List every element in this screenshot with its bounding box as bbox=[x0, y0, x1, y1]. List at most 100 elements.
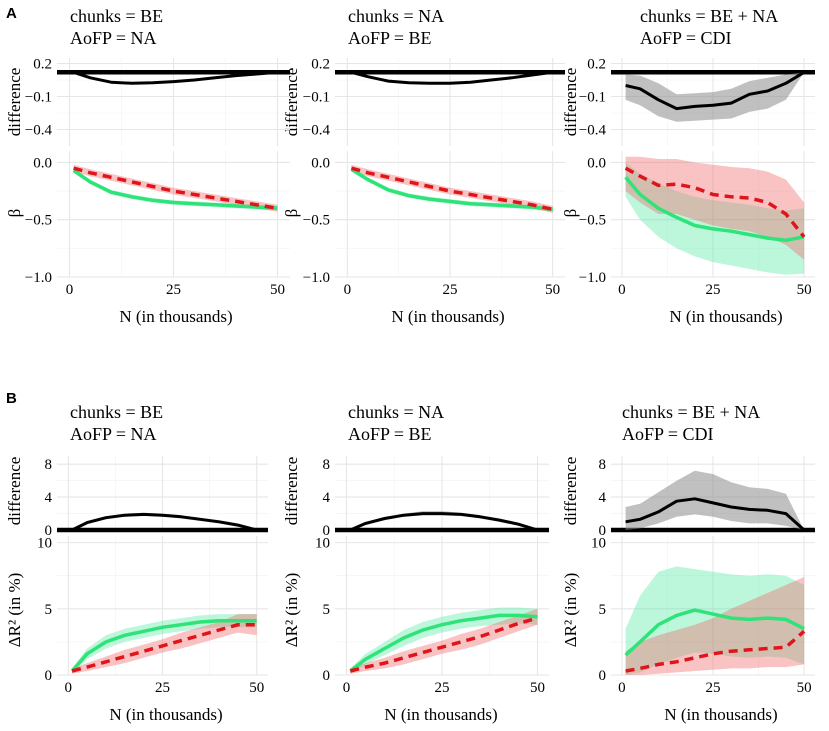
x-tick-label: 50 bbox=[270, 282, 285, 298]
difference-line bbox=[73, 70, 278, 85]
plot-a3-beta: 0.0 −0.5 −1.0 0 25 50 bbox=[579, 151, 815, 298]
xlabel-a1: N (in thousands) bbox=[119, 307, 232, 326]
y-tick-label: 4 bbox=[599, 490, 607, 506]
green-ci-band bbox=[625, 162, 805, 275]
y-tick-label: −0.5 bbox=[25, 213, 52, 229]
x-tick-label: 25 bbox=[155, 680, 170, 696]
x-tick-label: 0 bbox=[343, 680, 351, 696]
y-tick-label: 0 bbox=[45, 523, 53, 539]
difference-line bbox=[349, 512, 538, 532]
y-tick-label: 0.2 bbox=[33, 57, 52, 73]
facet-b1-title-line1: chunks = BE bbox=[70, 402, 163, 422]
facet-a3-title-line2: AoFP = CDI bbox=[640, 28, 732, 48]
y-tick-label: 0.2 bbox=[587, 57, 606, 73]
x-tick-label: 25 bbox=[435, 680, 450, 696]
y-tick-label: −0.4 bbox=[579, 123, 607, 139]
plot-a1-difference: 0.2 −0.1 −0.4 bbox=[25, 57, 290, 146]
difference-ci-band bbox=[625, 470, 805, 530]
y-tick-label: 10 bbox=[37, 536, 52, 552]
x-tick-label: 0 bbox=[66, 282, 74, 298]
plot-a3-difference: 0.2 −0.1 −0.4 bbox=[579, 57, 815, 146]
green-ci-band bbox=[350, 607, 538, 674]
red-series-dashed-line bbox=[624, 166, 806, 238]
y-tick-label: 0 bbox=[599, 668, 607, 684]
panel-b-facet-titles: chunks = BE AoFP = NA chunks = NA AoFP =… bbox=[70, 402, 760, 444]
red-ci-band bbox=[350, 608, 538, 674]
panel-label-a: A bbox=[6, 5, 17, 22]
y-tick-label: −0.1 bbox=[25, 90, 52, 106]
ylabel-b2-dr2: ΔR² (in %) bbox=[282, 573, 301, 648]
y-tick-label: −1.0 bbox=[25, 270, 52, 286]
ylabel-b3-difference: difference bbox=[561, 457, 580, 526]
red-series-dashed-line bbox=[73, 166, 278, 211]
facet-a2-title-line2: AoFP = BE bbox=[348, 28, 432, 48]
facet-a1-title-line2: AoFP = NA bbox=[70, 28, 157, 48]
y-tick-label: −1.0 bbox=[579, 270, 606, 286]
ylabel-a3-difference: difference bbox=[561, 68, 580, 137]
y-tick-label: 10 bbox=[591, 536, 606, 552]
x-tick-label: 25 bbox=[706, 680, 721, 696]
green-series-line bbox=[350, 167, 553, 212]
facet-a3-title-line1: chunks = BE + NA bbox=[640, 6, 778, 26]
red-ci-band bbox=[625, 156, 805, 260]
y-tick-label: 0.0 bbox=[33, 155, 52, 171]
y-tick-label: 5 bbox=[323, 602, 331, 618]
ylabel-a1-beta: β bbox=[5, 209, 24, 218]
x-tick-label: 50 bbox=[797, 282, 812, 298]
y-tick-label: −0.5 bbox=[579, 213, 606, 229]
panel-a-facet-titles: chunks = BE AoFP = NA chunks = NA AoFP =… bbox=[70, 6, 778, 48]
y-tick-label: 0.0 bbox=[587, 155, 606, 171]
x-tick-label: 50 bbox=[797, 680, 812, 696]
red-series-dashed-line bbox=[349, 616, 538, 673]
xlabel-a2: N (in thousands) bbox=[391, 307, 504, 326]
green-series-line bbox=[624, 176, 805, 243]
x-tick-label: 0 bbox=[344, 282, 352, 298]
panel-label-b: B bbox=[6, 390, 17, 407]
difference-line bbox=[351, 70, 553, 85]
green-series-line bbox=[349, 613, 538, 673]
plot-a2-beta: 0.0 −0.5 −1.0 0 25 50 bbox=[303, 151, 565, 298]
panel-b-y-titles: difference ΔR² (in %) difference ΔR² (in… bbox=[5, 457, 580, 648]
ylabel-a1-difference: difference bbox=[5, 68, 24, 137]
x-tick-label: 0 bbox=[65, 680, 73, 696]
green-series-line bbox=[624, 608, 805, 657]
red-series-dashed-line bbox=[71, 622, 257, 673]
red-series-dashed-line bbox=[350, 166, 554, 212]
facet-b1-title-line2: AoFP = NA bbox=[70, 424, 157, 444]
facet-b2-title-line2: AoFP = BE bbox=[348, 424, 432, 444]
xlabel-a3: N (in thousands) bbox=[669, 307, 782, 326]
plot-b3-difference: 0 4 8 bbox=[599, 456, 815, 539]
x-tick-label: 25 bbox=[706, 282, 721, 298]
plot-b2-difference: 0 4 8 bbox=[323, 456, 549, 539]
facet-b2-title-line1: chunks = NA bbox=[348, 402, 444, 422]
plot-b1-difference: 0 4 8 bbox=[45, 456, 268, 539]
plot-a1-beta: 0.0 −0.5 −1.0 0 25 50 bbox=[25, 151, 290, 298]
ylabel-b1-difference: difference bbox=[5, 457, 24, 526]
facet-b3-title-line2: AoFP = CDI bbox=[622, 424, 714, 444]
plot-b2-dr2: 0 5 10 0 25 50 bbox=[315, 536, 549, 696]
green-series-line bbox=[72, 169, 278, 211]
plot-b3-dr2: 0 5 10 0 25 50 bbox=[591, 536, 815, 696]
ylabel-b3-dr2: ΔR² (in %) bbox=[561, 573, 580, 648]
ylabel-b2-difference: difference bbox=[282, 457, 301, 526]
x-tick-label: 25 bbox=[166, 282, 181, 298]
red-series-dashed-line bbox=[625, 629, 806, 673]
x-axis-titles: N (in thousands) N (in thousands) N (in … bbox=[109, 307, 782, 724]
y-tick-label: 0 bbox=[599, 523, 607, 539]
y-tick-label: 8 bbox=[599, 457, 607, 473]
y-tick-label: 8 bbox=[45, 457, 53, 473]
y-tick-label: 10 bbox=[315, 536, 330, 552]
y-tick-label: 4 bbox=[323, 490, 331, 506]
green-series-line bbox=[70, 618, 257, 673]
facet-a1-title-line1: chunks = BE bbox=[70, 6, 163, 26]
x-tick-label: 0 bbox=[618, 282, 626, 298]
xlabel-b2: N (in thousands) bbox=[384, 705, 497, 724]
y-tick-label: 8 bbox=[323, 457, 331, 473]
y-tick-label: 0 bbox=[323, 668, 331, 684]
ylabel-b1-dr2: ΔR² (in %) bbox=[5, 573, 24, 648]
ylabel-a2-beta: β bbox=[282, 209, 301, 218]
y-tick-label: 0 bbox=[45, 668, 53, 684]
y-tick-label: 0 bbox=[323, 523, 331, 539]
y-tick-label: −0.1 bbox=[579, 90, 606, 106]
